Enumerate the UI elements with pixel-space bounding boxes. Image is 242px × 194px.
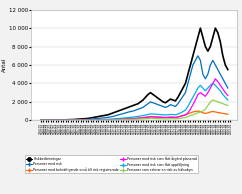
- Personer som saknar en risk av hälsobyn: [39, 119, 42, 121]
- Personer med bekräftigande också till risk registrerade: [104, 119, 107, 121]
- Personer med risk som fått upföljning: [159, 113, 162, 116]
- Personer med risk som fått upföljning: [104, 118, 107, 120]
- Personer med bekräftigande också till risk registrerade: [164, 116, 167, 119]
- Personer med bekräftigande också till risk registrerade: [189, 112, 192, 114]
- Line: Riskbedömningar: Riskbedömningar: [41, 28, 228, 120]
- Y-axis label: Antal: Antal: [2, 58, 7, 72]
- Personer med risk som fått upföljning: [212, 82, 214, 85]
- Personer med bekräftigande också till risk registrerade: [159, 116, 162, 118]
- Line: Personer med risk som fått upföljning: Personer med risk som fått upföljning: [41, 83, 228, 120]
- Personer som saknar en risk av hälsobyn: [189, 114, 192, 117]
- Personer med risk som fått åtgärd planerad: [136, 117, 139, 120]
- Personer med risk: [164, 106, 167, 109]
- Personer med risk som fått upföljning: [136, 115, 139, 118]
- Riskbedömningar: [226, 68, 229, 71]
- Riskbedömningar: [189, 64, 192, 66]
- Personer med risk: [226, 87, 229, 89]
- Personer med risk: [189, 73, 192, 75]
- Riskbedömningar: [104, 114, 107, 116]
- Personer med risk: [159, 104, 162, 107]
- Personer med bekräftigande också till risk registrerade: [197, 110, 199, 112]
- Personer med risk som fått åtgärd planerad: [57, 119, 60, 121]
- Personer med risk som fått upföljning: [39, 119, 42, 121]
- Personer med risk som fått åtgärd planerad: [189, 108, 192, 110]
- Riskbedömningar: [136, 103, 139, 105]
- Personer som saknar en risk av hälsobyn: [136, 118, 139, 120]
- Line: Personer med risk: Personer med risk: [41, 56, 228, 120]
- Riskbedömningar: [57, 119, 60, 121]
- Personer som saknar en risk av hälsobyn: [57, 119, 60, 121]
- Personer som saknar en risk av hälsobyn: [159, 118, 162, 120]
- Riskbedömningar: [39, 119, 42, 121]
- Personer med bekräftigande också till risk registrerade: [136, 117, 139, 119]
- Personer med risk som fått upföljning: [189, 101, 192, 103]
- Personer med risk som fått upföljning: [164, 114, 167, 116]
- Personer som saknar en risk av hälsobyn: [104, 119, 107, 121]
- Personer med risk som fått åtgärd planerad: [214, 78, 217, 80]
- Personer med risk som fått åtgärd planerad: [159, 116, 162, 119]
- Personer med risk: [39, 119, 42, 121]
- Personer som saknar en risk av hälsobyn: [212, 99, 214, 101]
- Riskbedömningar: [164, 102, 167, 104]
- Personer med bekräftigande också till risk registrerade: [39, 119, 42, 121]
- Personer med risk som fått åtgärd planerad: [104, 119, 107, 121]
- Personer med risk som fått upföljning: [57, 119, 60, 121]
- Personer som saknar en risk av hälsobyn: [164, 118, 167, 120]
- Personer med risk som fått åtgärd planerad: [164, 116, 167, 119]
- Line: Personer med risk som fått åtgärd planerad: Personer med risk som fått åtgärd planer…: [41, 79, 228, 120]
- Personer med risk: [197, 55, 199, 57]
- Personer med bekräftigande också till risk registrerade: [226, 113, 229, 115]
- Legend: Riskbedömningar, Personer med risk, Personer med bekräftigande ocså till risk re: Riskbedömningar, Personer med risk, Pers…: [25, 155, 198, 173]
- Personer med risk som fått upföljning: [226, 99, 229, 101]
- Riskbedömningar: [199, 27, 202, 29]
- Riskbedömningar: [159, 99, 162, 101]
- Line: Personer som saknar en risk av hälsobyn: Personer som saknar en risk av hälsobyn: [41, 100, 228, 120]
- Personer med risk: [104, 116, 107, 119]
- Personer med bekräftigande också till risk registrerade: [57, 119, 60, 121]
- Personer med risk som fått åtgärd planerad: [39, 119, 42, 121]
- Personer som saknar en risk av hälsobyn: [226, 104, 229, 107]
- Personer med risk: [57, 119, 60, 121]
- Personer med risk som fått åtgärd planerad: [226, 94, 229, 97]
- Personer med risk: [136, 108, 139, 110]
- Line: Personer med bekräftigande också till risk registrerade: Personer med bekräftigande också till ri…: [41, 111, 228, 120]
